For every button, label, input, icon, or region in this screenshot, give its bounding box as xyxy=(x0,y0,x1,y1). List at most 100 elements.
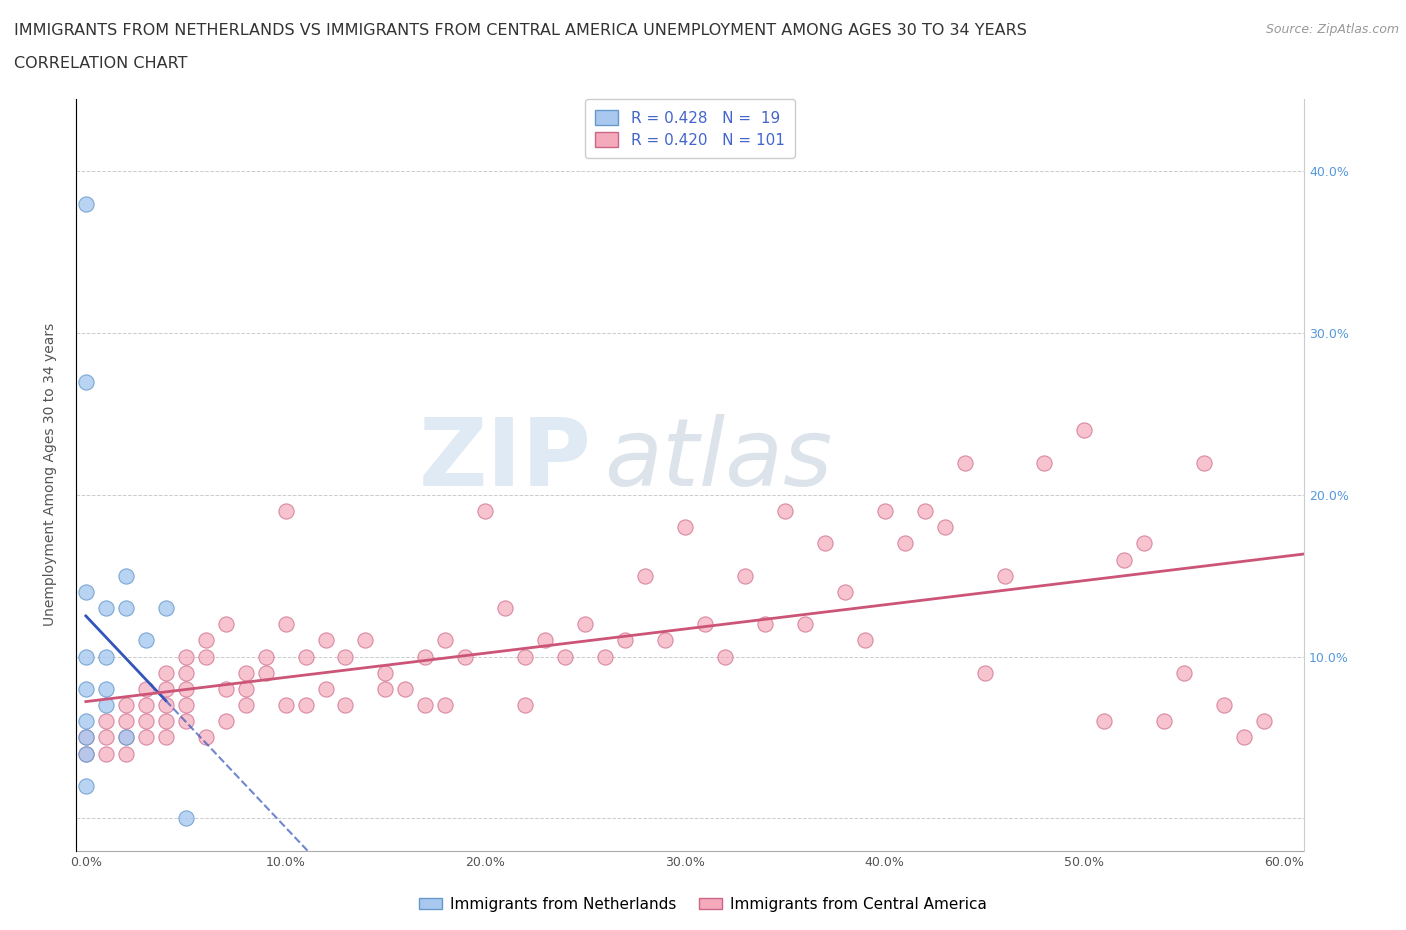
Point xyxy=(254,649,277,664)
Point xyxy=(75,730,97,745)
Point xyxy=(1153,714,1175,729)
Point xyxy=(114,730,136,745)
Point xyxy=(274,698,297,712)
Point xyxy=(114,730,136,745)
Point xyxy=(714,649,737,664)
Point xyxy=(155,601,177,616)
Point xyxy=(94,698,117,712)
Point xyxy=(335,698,357,712)
Point xyxy=(494,601,516,616)
Point xyxy=(1233,730,1256,745)
Point xyxy=(515,649,537,664)
Point xyxy=(155,682,177,697)
Point xyxy=(335,649,357,664)
Point xyxy=(174,811,197,826)
Point xyxy=(114,601,136,616)
Point xyxy=(693,617,716,631)
Point xyxy=(174,682,197,697)
Point xyxy=(354,633,377,648)
Point xyxy=(235,698,257,712)
Point xyxy=(194,633,217,648)
Point xyxy=(135,698,157,712)
Point xyxy=(75,778,97,793)
Point xyxy=(754,617,776,631)
Point xyxy=(993,568,1015,583)
Point xyxy=(734,568,756,583)
Point xyxy=(214,682,236,697)
Point xyxy=(673,520,696,535)
Point xyxy=(174,649,197,664)
Point xyxy=(174,714,197,729)
Point xyxy=(75,374,97,389)
Point xyxy=(654,633,676,648)
Point xyxy=(873,504,896,519)
Point xyxy=(415,649,437,664)
Point xyxy=(434,698,457,712)
Point xyxy=(534,633,557,648)
Point xyxy=(853,633,876,648)
Point xyxy=(94,682,117,697)
Point xyxy=(274,504,297,519)
Point xyxy=(515,698,537,712)
Point xyxy=(1133,536,1156,551)
Point xyxy=(194,649,217,664)
Text: Source: ZipAtlas.com: Source: ZipAtlas.com xyxy=(1265,23,1399,36)
Point xyxy=(953,455,976,470)
Point xyxy=(75,746,97,761)
Point xyxy=(174,665,197,680)
Point xyxy=(1192,455,1215,470)
Legend: Immigrants from Netherlands, Immigrants from Central America: Immigrants from Netherlands, Immigrants … xyxy=(413,891,993,918)
Point xyxy=(434,633,457,648)
Point xyxy=(114,746,136,761)
Text: IMMIGRANTS FROM NETHERLANDS VS IMMIGRANTS FROM CENTRAL AMERICA UNEMPLOYMENT AMON: IMMIGRANTS FROM NETHERLANDS VS IMMIGRANT… xyxy=(14,23,1026,38)
Point xyxy=(94,714,117,729)
Point xyxy=(155,698,177,712)
Point xyxy=(174,698,197,712)
Point xyxy=(914,504,936,519)
Point xyxy=(773,504,796,519)
Point xyxy=(135,633,157,648)
Point xyxy=(1253,714,1275,729)
Point xyxy=(214,714,236,729)
Point xyxy=(374,665,396,680)
Point xyxy=(155,714,177,729)
Point xyxy=(814,536,837,551)
Point xyxy=(634,568,657,583)
Point xyxy=(893,536,915,551)
Point xyxy=(934,520,956,535)
Point xyxy=(834,584,856,599)
Point xyxy=(94,649,117,664)
Point xyxy=(554,649,576,664)
Point xyxy=(75,649,97,664)
Legend: R = 0.428   N =  19, R = 0.420   N = 101: R = 0.428 N = 19, R = 0.420 N = 101 xyxy=(585,99,796,158)
Point xyxy=(1073,423,1095,438)
Point xyxy=(394,682,416,697)
Point xyxy=(614,633,637,648)
Point xyxy=(474,504,496,519)
Point xyxy=(94,746,117,761)
Text: CORRELATION CHART: CORRELATION CHART xyxy=(14,56,187,71)
Point xyxy=(75,730,97,745)
Y-axis label: Unemployment Among Ages 30 to 34 years: Unemployment Among Ages 30 to 34 years xyxy=(44,323,58,626)
Point xyxy=(155,730,177,745)
Point xyxy=(135,682,157,697)
Point xyxy=(294,698,316,712)
Point xyxy=(793,617,815,631)
Point xyxy=(75,682,97,697)
Point xyxy=(254,665,277,680)
Point xyxy=(94,601,117,616)
Point xyxy=(315,633,337,648)
Text: atlas: atlas xyxy=(605,414,832,505)
Point xyxy=(75,746,97,761)
Text: ZIP: ZIP xyxy=(419,414,592,506)
Point xyxy=(135,714,157,729)
Point xyxy=(973,665,995,680)
Point xyxy=(1213,698,1236,712)
Point xyxy=(1114,552,1136,567)
Point xyxy=(114,568,136,583)
Point xyxy=(214,617,236,631)
Point xyxy=(235,682,257,697)
Point xyxy=(574,617,596,631)
Point xyxy=(415,698,437,712)
Point xyxy=(75,714,97,729)
